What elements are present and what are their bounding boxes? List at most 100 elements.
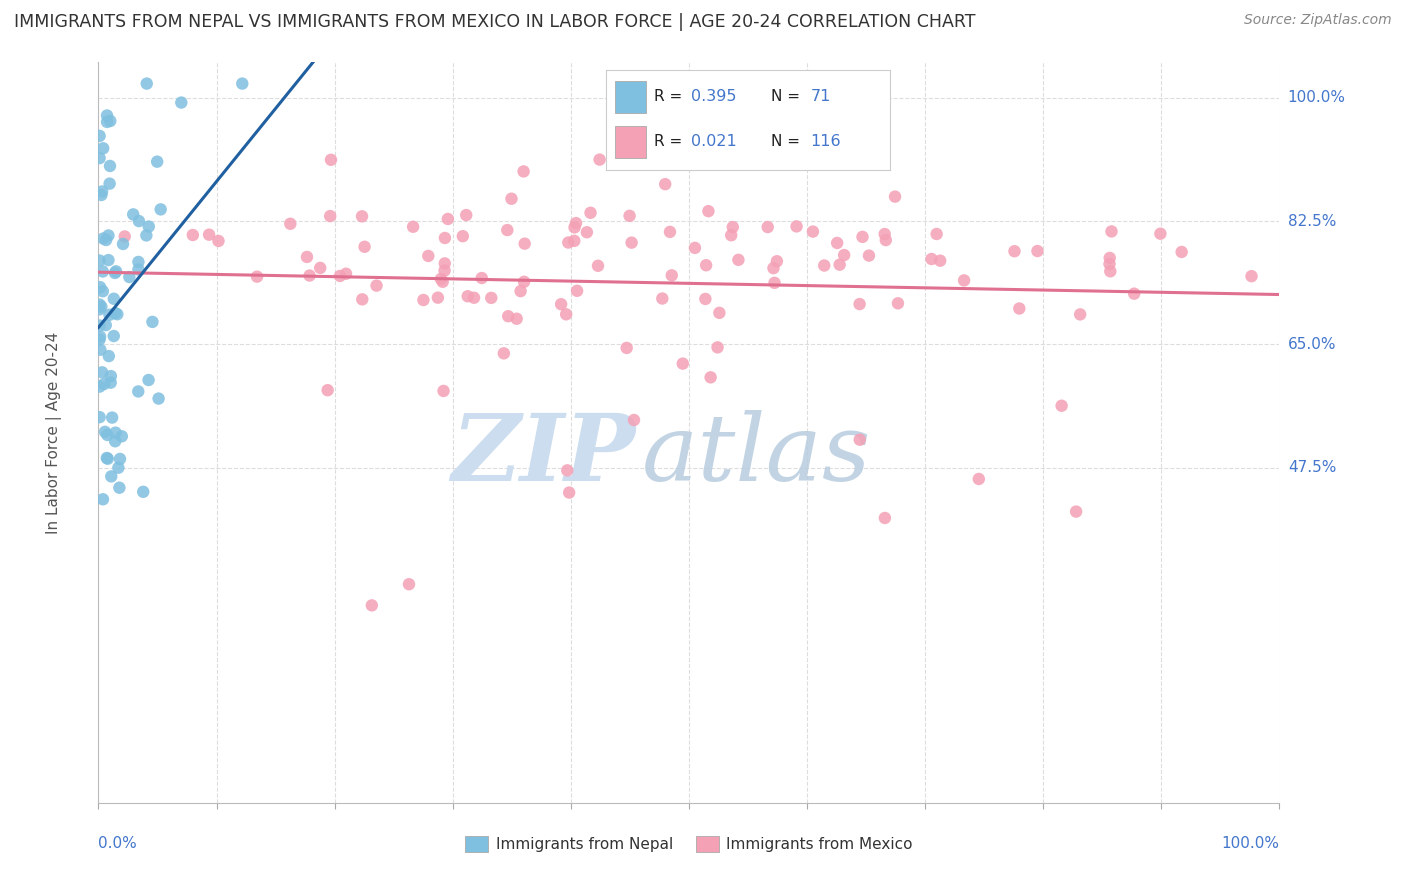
Point [1240,269,1263,284]
Point [433,256,456,270]
Point [198,227,221,242]
Point [557,235,579,250]
Point [875,233,897,247]
Point [509,284,531,298]
Point [89,379,111,393]
Point [91,285,114,299]
Point [565,284,588,298]
Point [146,154,169,169]
Point [654,177,676,191]
Point [94,318,117,333]
Point [104,306,127,320]
Point [1123,286,1146,301]
Point [828,258,851,272]
Point [96,115,118,129]
Point [858,249,880,263]
Point [471,271,494,285]
Point [103,329,125,343]
Point [111,429,134,443]
Point [695,258,717,272]
Point [586,259,609,273]
Point [100,376,122,390]
Point [426,291,449,305]
Point [813,259,835,273]
Point [727,252,749,267]
Point [695,292,717,306]
Point [335,267,357,281]
Point [360,599,382,613]
Point [432,384,454,398]
Point [699,370,721,384]
Point [786,219,808,234]
Point [659,225,682,239]
Point [763,276,786,290]
Point [1170,244,1192,259]
Point [91,231,114,245]
Point [91,264,114,278]
Point [353,240,375,254]
Point [1064,505,1087,519]
Point [1098,251,1121,265]
Point [118,270,141,285]
Point [623,413,645,427]
Point [90,188,112,202]
Point [756,220,779,235]
Point [135,228,157,243]
Point [94,425,117,439]
Point [801,225,824,239]
Point [1149,227,1171,241]
Point [91,492,114,507]
Point [127,262,149,277]
Point [1050,399,1073,413]
Point [398,577,420,591]
Point [513,275,536,289]
Point [720,228,742,243]
Point [929,253,952,268]
Text: atlas: atlas [641,409,872,500]
Point [111,237,134,252]
Point [98,114,121,128]
Point [437,211,460,226]
Point [721,220,744,235]
Text: Source: ZipAtlas.com: Source: ZipAtlas.com [1244,13,1392,28]
Point [887,296,910,310]
Point [89,318,111,333]
Point [851,230,873,244]
Point [457,289,479,303]
Point [588,153,610,167]
Point [114,229,136,244]
Point [298,268,321,283]
Point [128,214,150,228]
Point [89,151,111,165]
Text: 65.0%: 65.0% [1288,337,1336,352]
Point [91,365,114,379]
Point [550,297,572,311]
Point [319,209,342,223]
Text: 47.5%: 47.5% [1288,460,1336,475]
Point [149,202,172,217]
Point [620,235,643,250]
Point [135,77,157,91]
Point [89,297,111,311]
Point [683,241,706,255]
Point [1101,224,1123,238]
Point [433,231,456,245]
Text: 100.0%: 100.0% [1288,90,1346,105]
Point [953,273,976,287]
Point [762,261,785,276]
Point [456,208,478,222]
Text: In Labor Force | Age 20-24: In Labor Force | Age 20-24 [45,332,62,533]
Point [100,369,122,384]
Point [848,297,870,311]
Point [706,340,728,354]
Point [89,343,111,357]
Point [1026,244,1049,258]
Point [451,229,474,244]
Text: 0.0%: 0.0% [98,836,138,851]
Point [873,511,896,525]
Point [89,128,111,143]
Point [832,248,855,262]
Point [661,268,683,283]
Point [309,260,332,275]
Point [873,227,896,241]
